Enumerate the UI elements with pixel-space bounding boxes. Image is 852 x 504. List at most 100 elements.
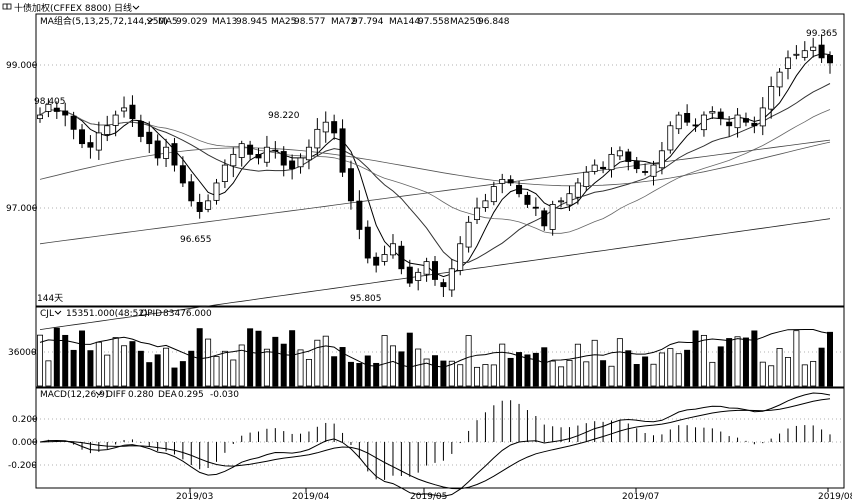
ma-lines xyxy=(39,53,831,330)
candle-down xyxy=(70,115,77,130)
volume-bar-up xyxy=(314,339,321,387)
candle-down xyxy=(137,120,144,137)
candle-down xyxy=(431,261,438,280)
candle-down xyxy=(625,151,632,162)
candle-down xyxy=(188,181,195,202)
annotation-low-1: 96.655 xyxy=(180,235,212,245)
y-tick-99: 99.000 xyxy=(6,61,38,71)
volume-bar-up xyxy=(465,335,472,387)
candle-down xyxy=(524,194,531,205)
diff-line xyxy=(39,392,831,497)
candle-up xyxy=(700,114,707,131)
volume-bar-up xyxy=(221,350,228,387)
candle-up xyxy=(305,146,312,161)
x-label-2019-03: 2019/03 xyxy=(176,492,213,502)
volume-bar-up xyxy=(700,334,707,387)
ma144-line xyxy=(39,139,831,245)
candle-down xyxy=(255,154,262,159)
volume-bar-up xyxy=(448,360,455,387)
candle-up xyxy=(776,71,783,88)
ma5-label: MA5 xyxy=(158,17,178,27)
volume-bar-up xyxy=(381,335,388,387)
diff-label: DIFF xyxy=(106,390,126,400)
candle-down xyxy=(62,110,69,116)
candle-up xyxy=(650,164,657,177)
macd-histogram xyxy=(47,400,831,480)
ma13-line xyxy=(39,83,831,264)
volume-bar-up xyxy=(474,366,481,387)
candle-down xyxy=(600,166,607,170)
candle-up xyxy=(566,193,573,206)
macd-panel-frame xyxy=(35,387,845,489)
ma250-value: 96.848 xyxy=(478,17,510,27)
ma5-line xyxy=(39,53,831,278)
candle-down xyxy=(171,143,178,166)
macd-chevron-down-icon[interactable] xyxy=(95,391,103,396)
candle-up xyxy=(465,221,472,248)
ma-group-label[interactable]: MA组合(5,13,25,72,144,250) xyxy=(40,15,168,27)
volume-bar-up xyxy=(305,358,312,387)
volume-bar-down xyxy=(642,356,649,387)
volume-bar-up xyxy=(558,366,565,387)
volume-bar-up xyxy=(549,360,556,387)
candle-up xyxy=(213,182,220,201)
candle-up xyxy=(322,121,329,133)
ma250-label: MA250 xyxy=(450,17,481,27)
candle-down xyxy=(179,165,186,184)
open-interest-line xyxy=(39,329,831,368)
candle-up xyxy=(104,125,111,135)
volume-bar-up xyxy=(389,345,396,387)
candle-down xyxy=(79,129,86,145)
volume-bar-down xyxy=(347,361,354,387)
candle-up xyxy=(121,107,128,112)
candle-up xyxy=(389,243,396,256)
volume-bar-up xyxy=(768,365,775,387)
volume-bar-down xyxy=(146,362,153,387)
macd-y-tick-zero: 0.000 xyxy=(12,438,38,448)
volume-bar-up xyxy=(583,361,590,387)
volume-bar-down xyxy=(53,327,60,387)
macd-label[interactable]: MACD(12,26,9) xyxy=(40,390,108,400)
period-selector[interactable]: 日线 xyxy=(114,2,132,14)
volume-bar-down xyxy=(541,347,548,387)
candle-up xyxy=(314,128,321,149)
candle-up xyxy=(583,171,590,187)
volume-bar-up xyxy=(566,359,573,387)
volume-bar-up xyxy=(205,338,212,387)
candle-down xyxy=(633,161,640,170)
annotation-high-3: 99.365 xyxy=(806,29,838,39)
candle-up xyxy=(709,111,716,114)
candle-up xyxy=(675,114,682,130)
candle-up xyxy=(297,157,304,168)
candle-up xyxy=(112,114,119,126)
candle-up xyxy=(448,268,455,291)
candle-up xyxy=(457,243,464,271)
candle-down xyxy=(356,200,363,230)
volume-bar-down xyxy=(137,350,144,387)
grid-lines xyxy=(36,64,844,492)
ma-chevron-down-icon[interactable] xyxy=(146,18,154,23)
candle-up xyxy=(415,271,422,281)
candle-down xyxy=(692,124,699,127)
candle-up xyxy=(574,182,581,198)
ma144-value: 97.558 xyxy=(418,17,450,27)
volume-bar-up xyxy=(667,348,674,387)
volume-bar-up xyxy=(574,343,581,387)
volume-chevron-down-icon[interactable] xyxy=(54,310,62,315)
volume-bar-down xyxy=(827,331,834,387)
volume-bar-up xyxy=(121,345,128,387)
opid-label: OPID xyxy=(140,309,162,319)
macd-y-tick-pos: 0.200 xyxy=(12,415,38,425)
volume-bar-down xyxy=(280,343,287,387)
volume-bar-up xyxy=(608,365,615,387)
dea-value: 0.295 xyxy=(178,390,204,400)
volume-bar-up xyxy=(45,360,52,387)
volume-bar-down xyxy=(188,350,195,387)
volume-bar-up xyxy=(163,347,170,387)
candle-up xyxy=(423,261,430,275)
opid-value: 83476.000 xyxy=(163,309,212,319)
dea-label: DEA xyxy=(158,390,178,400)
chevron-down-icon[interactable] xyxy=(132,5,140,10)
candle-up xyxy=(734,114,741,129)
volume-label[interactable]: CJL xyxy=(40,309,54,319)
